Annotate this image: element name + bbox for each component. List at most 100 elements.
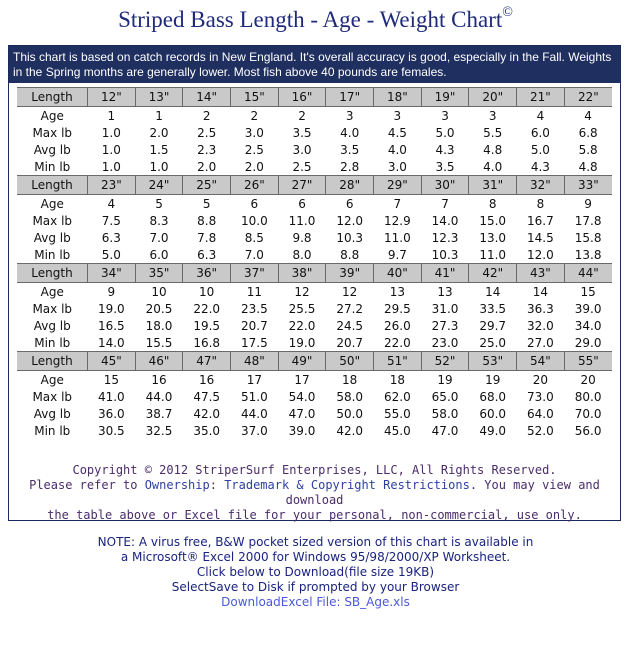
table-cell: 44.0 — [240, 406, 268, 421]
table-cell: 5.5 — [483, 125, 503, 140]
table-cell: 3.5 — [340, 142, 360, 157]
table-cell: 35" — [134, 263, 183, 283]
table-cell: 21" — [516, 87, 565, 107]
table-cell: 22.0 — [193, 301, 221, 316]
table-cell: 8.8 — [340, 247, 360, 262]
table-cell: 4.0 — [387, 142, 407, 157]
table-cell: 14.5 — [527, 230, 554, 245]
table-cell: 45.0 — [384, 423, 411, 438]
table-cell: 23.5 — [240, 301, 268, 316]
copyright-line: Copyright © 2012 StriperSurf Enterprises… — [72, 463, 557, 477]
table-cell: 19.0 — [288, 335, 316, 350]
table-cell: 10.0 — [240, 213, 268, 228]
note-line-3: Click below to Download(file size 19KB) — [196, 565, 435, 579]
table-cell: 50" — [325, 351, 374, 371]
table-cell: 11 — [246, 284, 262, 299]
colon-separator: : — [209, 478, 225, 492]
table-cell: 36" — [182, 263, 231, 283]
row-label: Avg lb — [33, 318, 71, 333]
table-cell: 58.0 — [431, 406, 459, 421]
age-row: Age 9 10 10 11 12 12 13 13 14 14 15 — [17, 283, 612, 301]
table-cell: 22" — [563, 87, 612, 107]
table-cell: 15.5 — [145, 335, 173, 350]
row-label: Age — [40, 196, 64, 211]
min-weight-row: Min lb 5.0 6.0 6.3 7.0 8.0 8.8 9.7 10.3 11.0 12.0 1… — [17, 246, 612, 264]
table-cell: 8.3 — [149, 213, 169, 228]
row-label: Age — [40, 372, 64, 387]
table-cell: 7 — [441, 196, 449, 211]
table-cell: 25" — [182, 175, 231, 195]
length-row: Length 23" 24" 25" 26" 27" 28" 29" 30" 31" 32" 33" — [17, 175, 612, 195]
table-cell: 1 — [155, 108, 163, 123]
table-cell: 4.3 — [530, 159, 550, 174]
table-cell: 9 — [107, 284, 116, 299]
table-cell: 45" — [87, 351, 136, 371]
table-cell: 20 — [580, 372, 596, 387]
table-cell: 4 — [107, 196, 116, 211]
table-cell: 20" — [468, 87, 517, 107]
table-cell: 12.0 — [527, 247, 554, 262]
table-cell: 29.0 — [574, 335, 602, 350]
table-cell: 10 — [199, 284, 215, 299]
length-row: Length 34" 35" 36" 37" 38" 39" 40" 41" 42" 43" 44" — [17, 263, 612, 283]
table-cell: 2 — [250, 108, 259, 123]
trademark-link[interactable]: Trademark & Copyright Restrictions — [224, 478, 470, 492]
table-cell: 51" — [373, 351, 422, 371]
table-cell: 37.0 — [240, 423, 268, 438]
table-cell: 8 — [536, 196, 545, 211]
table-cell: 19 — [437, 372, 453, 387]
table-cell: 27" — [277, 175, 326, 195]
table-cell: 5 — [155, 196, 163, 211]
table-cell: 2.0 — [244, 159, 264, 174]
table-cell: 55.0 — [384, 406, 411, 421]
table-cell: 47" — [182, 351, 231, 371]
age-row: Age 4 5 5 6 6 6 7 7 8 8 9 — [17, 195, 612, 213]
ownership-link[interactable]: Ownership — [144, 478, 210, 492]
table-cell: 15.8 — [574, 230, 602, 245]
row-label: Avg lb — [33, 142, 71, 157]
age-row: Age 1 1 2 2 2 3 3 3 3 4 4 — [17, 107, 612, 125]
table-cell: 35.0 — [193, 423, 221, 438]
table-cell: 27.2 — [336, 301, 364, 316]
table-cell: 13 — [437, 284, 453, 299]
table-cell: 24" — [134, 175, 183, 195]
table-cell: 7 — [393, 196, 402, 211]
table-cell: 48" — [230, 351, 279, 371]
table-cell: 4.0 — [340, 125, 360, 140]
table-cell: 6.3 — [197, 247, 217, 262]
table-cell: 38" — [277, 263, 326, 283]
table-cell: 2.8 — [340, 159, 360, 174]
table-cell: 9 — [584, 196, 592, 211]
table-cell: 18 — [389, 372, 405, 387]
table-cell: 20.5 — [145, 301, 173, 316]
row-label: Min lb — [34, 335, 71, 350]
table-cell: 14 — [532, 284, 549, 299]
intro-text: This chart is based on catch records in … — [9, 46, 620, 83]
table-cell: 54" — [516, 351, 565, 371]
restrictions-line: Please refer to Ownership: Trademark & C… — [8, 478, 621, 508]
table-cell: 17 — [294, 372, 310, 387]
table-cell: 43" — [516, 263, 565, 283]
table-cell: 10.3 — [431, 247, 459, 262]
min-weight-row: Min lb 14.0 15.5 16.8 17.5 19.0 20.7 22.0 23.0 25… — [17, 334, 612, 352]
table-cell: 17 — [246, 372, 262, 387]
max-weight-row: Max lb 1.0 2.0 2.5 3.0 3.5 4.0 4.5 5.0 5.5 6.0 6.8 — [17, 124, 612, 141]
table-cell: 34" — [87, 263, 136, 283]
max-weight-row: Max lb 7.5 8.3 8.8 10.0 11.0 12.0 12.9 14.0 15.0 1… — [17, 212, 612, 229]
table-cell: 7.8 — [197, 230, 217, 245]
table-cell: 11.0 — [288, 213, 316, 228]
table-cell: 60.0 — [479, 406, 507, 421]
table-cell: 36.3 — [527, 301, 554, 316]
table-cell: 31" — [468, 175, 517, 195]
table-cell: 16 — [151, 372, 167, 387]
table-cell: 4.3 — [435, 142, 455, 157]
table-cell: 12.9 — [384, 213, 411, 228]
table-cell: 16.5 — [97, 318, 125, 333]
table-cell: 6.0 — [530, 125, 550, 140]
page-title: Striped Bass Length - Age - Weight Chart… — [0, 6, 631, 40]
excel-download-link[interactable]: DownloadExcel File: SB_Age.xls — [221, 595, 410, 609]
table-cell: 64.0 — [527, 406, 554, 421]
table-cell: 17.8 — [574, 213, 602, 228]
table-cell: 32" — [516, 175, 565, 195]
table-cell: 26.0 — [384, 318, 411, 333]
